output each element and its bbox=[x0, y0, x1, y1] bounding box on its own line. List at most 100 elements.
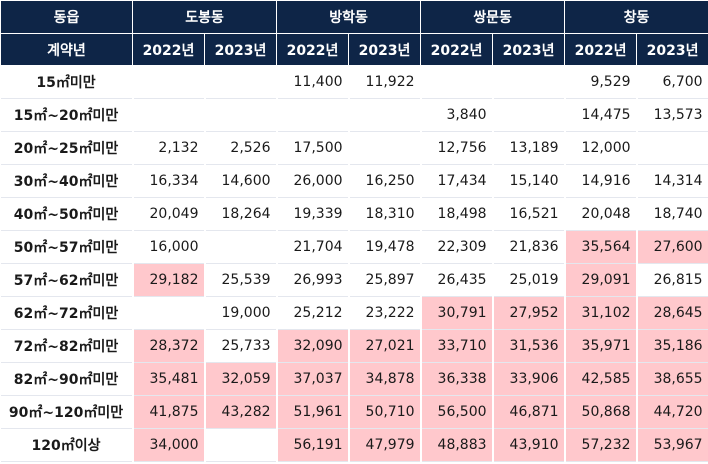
row-label: 15㎡미만 bbox=[0, 65, 134, 99]
row-label: 50㎡~57㎡미만 bbox=[0, 230, 134, 264]
price-cell: 26,815 bbox=[636, 263, 708, 297]
price-cell bbox=[204, 65, 278, 99]
price-cell: 35,971 bbox=[564, 329, 638, 363]
price-cell: 15,140 bbox=[492, 164, 566, 198]
price-cell: 17,434 bbox=[420, 164, 494, 198]
price-cell bbox=[132, 98, 206, 132]
price-cell bbox=[132, 65, 206, 99]
year-header: 2023년 bbox=[348, 33, 422, 66]
price-cell: 18,740 bbox=[636, 197, 708, 231]
price-cell: 33,906 bbox=[492, 362, 566, 396]
contract-year-label: 계약년 bbox=[0, 33, 133, 66]
table-row: 90㎡~120㎡미만 41,875 43,282 51,961 50,710 56,500… bbox=[0, 395, 708, 429]
price-cell bbox=[204, 428, 278, 462]
price-cell: 18,498 bbox=[420, 197, 494, 231]
price-cell: 31,536 bbox=[492, 329, 566, 363]
price-cell: 23,222 bbox=[348, 296, 422, 330]
price-cell: 25,019 bbox=[492, 263, 566, 297]
price-cell: 34,878 bbox=[348, 362, 422, 396]
price-cell: 17,500 bbox=[276, 131, 350, 165]
price-cell: 29,182 bbox=[132, 263, 206, 297]
price-cell: 35,481 bbox=[132, 362, 206, 396]
price-cell: 31,102 bbox=[564, 296, 638, 330]
price-cell: 18,310 bbox=[348, 197, 422, 231]
price-cell: 14,314 bbox=[636, 164, 708, 198]
price-cell bbox=[132, 296, 206, 330]
price-cell: 27,600 bbox=[636, 230, 708, 264]
price-cell: 34,000 bbox=[132, 428, 206, 462]
price-cell: 14,600 bbox=[204, 164, 278, 198]
table-row: 20㎡~25㎡미만 2,132 2,526 17,500 12,756 13,189 12,… bbox=[0, 131, 708, 165]
price-cell: 14,475 bbox=[564, 98, 638, 132]
table-row: 120㎡이상 34,000 56,191 47,979 48,883 43,910 57,2… bbox=[0, 428, 708, 462]
price-cell: 33,710 bbox=[420, 329, 494, 363]
row-label: 120㎡이상 bbox=[0, 428, 134, 462]
region-label: 동읍 bbox=[0, 0, 133, 34]
price-cell: 9,529 bbox=[564, 65, 638, 99]
table-row: 30㎡~40㎡미만 16,334 14,600 26,000 16,250 17,434 1… bbox=[0, 164, 708, 198]
price-cell bbox=[636, 131, 708, 165]
price-cell bbox=[492, 65, 566, 99]
price-cell: 36,338 bbox=[420, 362, 494, 396]
price-cell bbox=[204, 230, 278, 264]
price-cell: 2,132 bbox=[132, 131, 206, 165]
table-row: 72㎡~82㎡미만 28,372 25,733 32,090 27,021 33,710 3… bbox=[0, 329, 708, 363]
table-body: 15㎡미만 11,400 11,922 9,529 6,700 15㎡~20㎡미만 3,84… bbox=[0, 65, 708, 462]
price-cell: 38,655 bbox=[636, 362, 708, 396]
price-cell bbox=[348, 98, 422, 132]
price-cell: 37,037 bbox=[276, 362, 350, 396]
price-cell: 26,993 bbox=[276, 263, 350, 297]
price-cell: 50,710 bbox=[348, 395, 422, 429]
price-cell: 22,309 bbox=[420, 230, 494, 264]
year-header: 2022년 bbox=[420, 33, 494, 66]
price-cell: 28,645 bbox=[636, 296, 708, 330]
row-label: 15㎡~20㎡미만 bbox=[0, 98, 134, 132]
price-cell: 42,585 bbox=[564, 362, 638, 396]
price-cell: 32,090 bbox=[276, 329, 350, 363]
price-cell: 27,952 bbox=[492, 296, 566, 330]
row-label: 30㎡~40㎡미만 bbox=[0, 164, 134, 198]
year-header: 2023년 bbox=[203, 33, 278, 66]
price-cell: 16,250 bbox=[348, 164, 422, 198]
table-row: 15㎡미만 11,400 11,922 9,529 6,700 bbox=[0, 65, 708, 99]
price-cell: 11,400 bbox=[276, 65, 350, 99]
table-row: 15㎡~20㎡미만 3,840 14,475 13,573 bbox=[0, 98, 708, 132]
price-cell: 56,500 bbox=[420, 395, 494, 429]
district-header-banghak: 방학동 bbox=[276, 0, 422, 34]
district-header-dobong: 도봉동 bbox=[131, 0, 278, 34]
price-cell bbox=[276, 98, 350, 132]
price-cell: 21,704 bbox=[276, 230, 350, 264]
price-cell: 20,049 bbox=[132, 197, 206, 231]
year-header: 2022년 bbox=[132, 33, 205, 66]
price-cell bbox=[492, 98, 566, 132]
price-cell: 27,021 bbox=[348, 329, 422, 363]
price-cell: 13,189 bbox=[492, 131, 566, 165]
district-header-ssangmun: 쌍문동 bbox=[420, 0, 566, 34]
table-row: 57㎡~62㎡미만 29,182 25,539 26,993 25,897 26,435 2… bbox=[0, 263, 708, 297]
year-header: 2023년 bbox=[492, 33, 566, 66]
price-cell: 19,000 bbox=[204, 296, 278, 330]
price-cell bbox=[348, 131, 422, 165]
price-cell: 28,372 bbox=[132, 329, 206, 363]
price-cell: 50,868 bbox=[564, 395, 638, 429]
price-cell: 51,961 bbox=[276, 395, 350, 429]
price-cell: 25,733 bbox=[204, 329, 278, 363]
district-header-chang: 창동 bbox=[564, 0, 708, 34]
table-row: 82㎡~90㎡미만 35,481 32,059 37,037 34,878 36,338 3… bbox=[0, 362, 708, 396]
row-label: 57㎡~62㎡미만 bbox=[0, 263, 134, 297]
price-cell: 11,922 bbox=[348, 65, 422, 99]
price-cell bbox=[204, 98, 278, 132]
price-cell: 43,282 bbox=[204, 395, 278, 429]
price-cell: 3,840 bbox=[420, 98, 494, 132]
table-row: 62㎡~72㎡미만 19,000 25,212 23,222 30,791 27,952 3… bbox=[0, 296, 708, 330]
price-cell: 26,000 bbox=[276, 164, 350, 198]
row-label: 20㎡~25㎡미만 bbox=[0, 131, 134, 165]
price-cell: 14,916 bbox=[564, 164, 638, 198]
price-cell: 26,435 bbox=[420, 263, 494, 297]
price-cell: 44,720 bbox=[636, 395, 708, 429]
price-cell: 48,883 bbox=[420, 428, 494, 462]
table-row: 50㎡~57㎡미만 16,000 21,704 19,478 22,309 21,836 3… bbox=[0, 230, 708, 264]
price-cell: 2,526 bbox=[204, 131, 278, 165]
price-cell: 12,756 bbox=[420, 131, 494, 165]
